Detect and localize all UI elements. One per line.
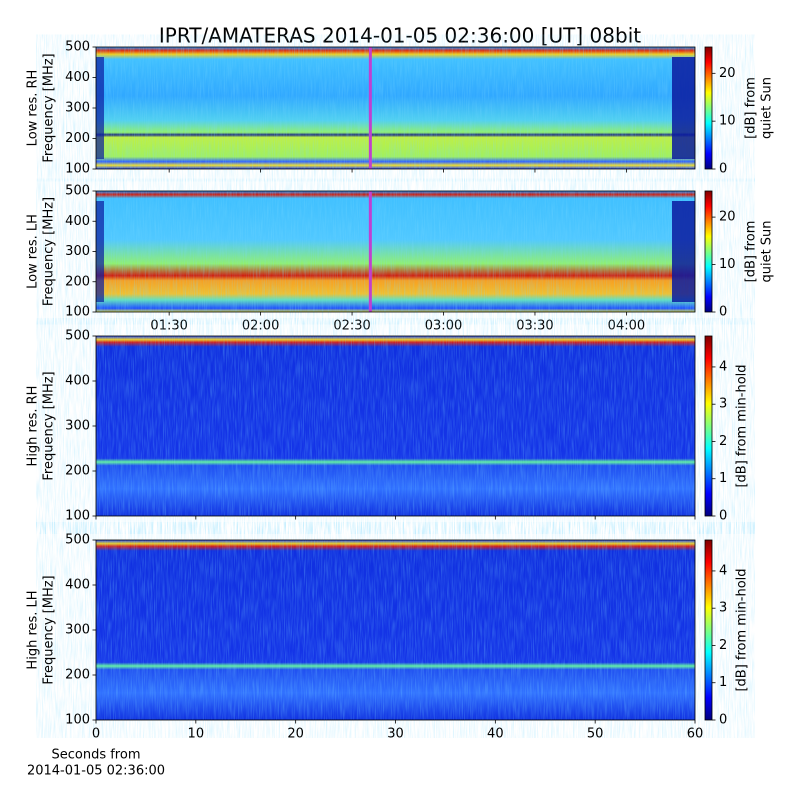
y-axis-label: Frequency [MHz] [42, 197, 57, 306]
x-tick-label: 01:30 [150, 319, 187, 334]
colorbar-tick-label: 2 [719, 434, 727, 449]
y-tick-label: 300 [65, 244, 90, 259]
colorbar-label: [dB] from [744, 77, 759, 139]
y-tick-label: 200 [65, 668, 90, 683]
y-tick-label: 500 [65, 329, 90, 344]
y-tick-label: 300 [65, 623, 90, 638]
missing-data [96, 201, 104, 302]
colorbar-tick-label: 1 [719, 675, 727, 690]
x-tick-label: 60 [687, 727, 704, 742]
colorbar-tick-label: 20 [719, 66, 736, 81]
x-axis-label: 2014-01-05 02:36:00 [27, 764, 165, 779]
y-tick-label: 400 [65, 70, 90, 85]
colorbar-tick-label: 0 [719, 713, 727, 728]
y-tick-label: 300 [65, 419, 90, 434]
colorbar-tick-label: 20 [719, 210, 736, 225]
colorbar-tick-label: 3 [719, 397, 727, 412]
y-axis-label: Frequency [MHz] [42, 575, 57, 684]
colorbar-label: quiet Sun [760, 220, 775, 282]
y-tick-label: 100 [65, 305, 90, 320]
y-tick-label: 100 [65, 713, 90, 728]
colorbar-label: quiet Sun [760, 77, 775, 139]
colorbar-tick-label: 10 [719, 257, 736, 272]
y-axis-label: High res. LH [26, 590, 41, 669]
x-tick-label: 40 [487, 727, 504, 742]
colorbar [704, 335, 713, 517]
y-axis-label: High res. RH [26, 386, 41, 467]
spectrogram-noise [96, 336, 695, 516]
colorbar-tick-label: 0 [719, 162, 727, 177]
colorbar-tick-label: 0 [719, 509, 727, 524]
colorbar-tick-label: 2 [719, 638, 727, 653]
y-axis-label: Low res. RH [26, 70, 41, 147]
colorbar-tick-label: 1 [719, 471, 727, 486]
colorbar [704, 46, 713, 170]
spectrogram-noise [96, 47, 695, 169]
y-tick-label: 200 [65, 131, 90, 146]
y-tick-label: 400 [65, 374, 90, 389]
x-tick-label: 02:00 [242, 319, 279, 334]
colorbar-label: [dB] from [744, 221, 759, 283]
missing-data [96, 57, 104, 159]
y-tick-label: 500 [65, 184, 90, 199]
colorbar-label: [dB] from min-hold [735, 364, 750, 487]
x-tick-label: 0 [92, 727, 100, 742]
x-tick-label: 03:00 [425, 319, 462, 334]
y-tick-label: 300 [65, 101, 90, 116]
x-tick-label: 02:30 [333, 319, 370, 334]
missing-data [672, 201, 695, 302]
colorbar-tick-label: 0 [719, 305, 727, 320]
x-tick-label: 30 [387, 727, 404, 742]
y-tick-label: 400 [65, 578, 90, 593]
colorbar-tick-label: 3 [719, 601, 727, 616]
spectrogram-noise [96, 540, 695, 720]
x-tick-label: 10 [188, 727, 205, 742]
y-tick-label: 200 [65, 274, 90, 289]
y-axis-label: Frequency [MHz] [42, 53, 57, 162]
chart-title: IPRT/AMATERAS 2014-01-05 02:36:00 [UT] 0… [159, 24, 641, 48]
missing-data [672, 57, 695, 159]
y-axis-label: Frequency [MHz] [42, 371, 57, 480]
y-tick-label: 200 [65, 464, 90, 479]
y-tick-label: 100 [65, 162, 90, 177]
x-tick-label: 04:00 [608, 319, 645, 334]
x-axis-label: Seconds from [51, 748, 140, 763]
x-tick-label: 20 [287, 727, 304, 742]
colorbar-tick-label: 4 [719, 359, 727, 374]
colorbar-tick-label: 4 [719, 563, 727, 578]
colorbar-label: [dB] from min-hold [735, 568, 750, 691]
x-tick-label: 50 [587, 727, 604, 742]
y-axis-label: Low res. LH [26, 214, 41, 289]
colorbar-tick-label: 10 [719, 114, 736, 129]
colorbar [704, 190, 713, 313]
spectrogram-noise [96, 191, 695, 312]
x-tick-label: 03:30 [516, 319, 553, 334]
colorbar [704, 539, 713, 721]
y-tick-label: 400 [65, 214, 90, 229]
y-tick-label: 500 [65, 40, 90, 55]
y-tick-label: 100 [65, 509, 90, 524]
y-tick-label: 500 [65, 533, 90, 548]
